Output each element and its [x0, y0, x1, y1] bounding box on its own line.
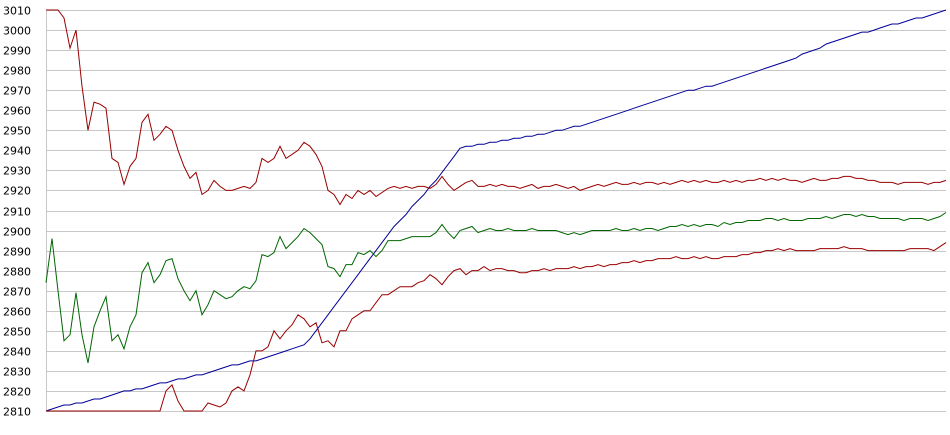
y-tick-label: 2860	[3, 306, 31, 319]
y-tick-label: 2880	[3, 266, 31, 279]
y-tick-label: 2830	[3, 366, 31, 379]
y-tick-label: 2950	[3, 125, 31, 138]
y-tick-label: 2820	[3, 386, 31, 399]
y-tick-label: 2940	[3, 145, 31, 158]
series-line-3	[45, 212, 947, 364]
y-tick-label: 2960	[3, 105, 31, 118]
y-tick-label: 2890	[3, 246, 31, 259]
y-tick-label: 2870	[3, 286, 31, 299]
y-tick-label: 2920	[3, 185, 31, 198]
y-tick-label: 3010	[3, 5, 31, 18]
series-line-4	[46, 242, 947, 412]
y-tick-label: 2810	[3, 406, 31, 419]
gridlines	[46, 10, 946, 412]
y-tick-label: 2990	[3, 45, 31, 58]
y-tick-labels: 3010 3000 2990 2980 2970 2960 2950 2940 2930 2920…	[3, 5, 31, 419]
y-tick-label: 2910	[3, 206, 31, 219]
y-tick-label: 3000	[3, 25, 31, 38]
y-tick-label: 2900	[3, 226, 31, 239]
y-tick-label: 2840	[3, 346, 31, 359]
series-line-1	[45, 9, 947, 412]
y-tick-label: 2930	[3, 165, 31, 178]
y-tick-label: 2850	[3, 326, 31, 339]
y-tick-label: 2970	[3, 85, 31, 98]
series-lines	[45, 9, 947, 412]
series-line-2	[46, 9, 947, 206]
y-tick-label: 2980	[3, 65, 31, 78]
